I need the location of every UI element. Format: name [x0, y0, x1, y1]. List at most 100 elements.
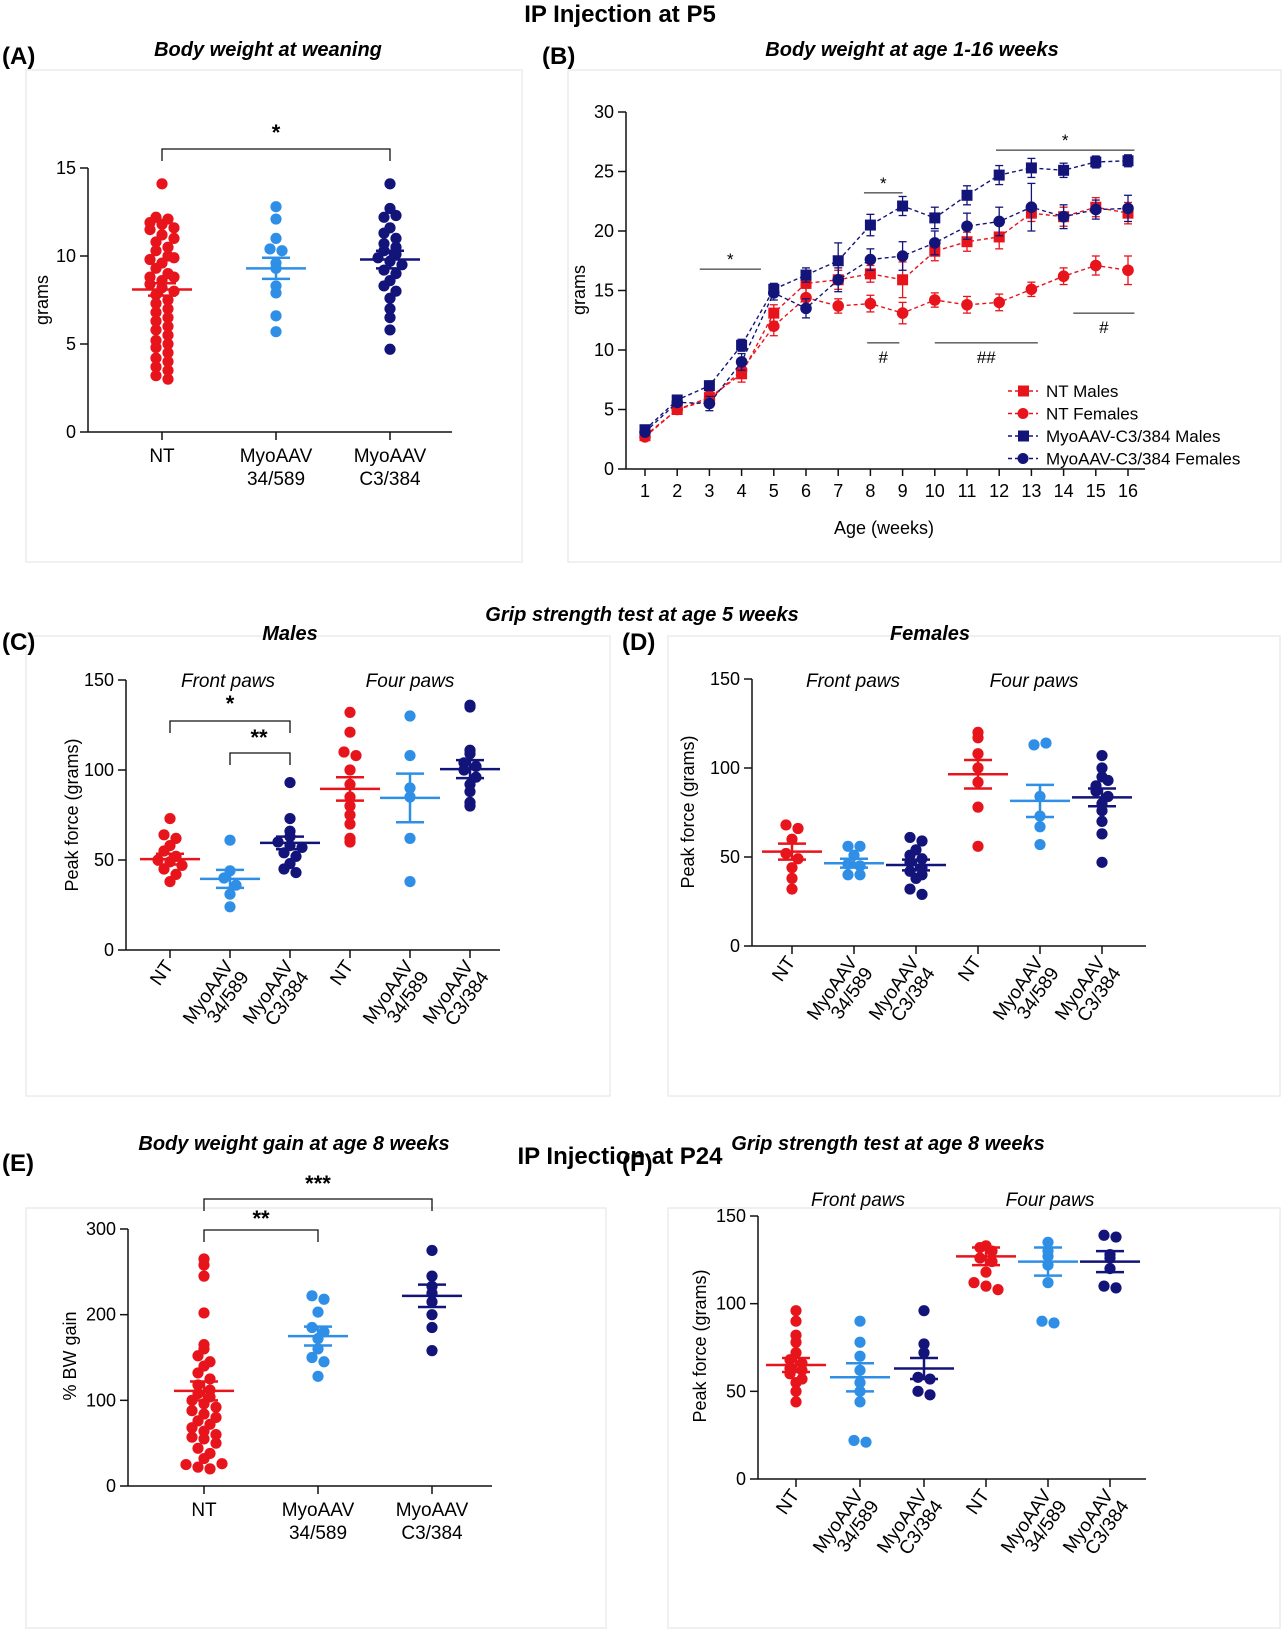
data-point — [864, 297, 877, 310]
x-tick-label: NT — [191, 1500, 217, 1521]
data-point — [210, 1437, 222, 1449]
data-point — [162, 329, 174, 341]
data-point — [916, 835, 928, 847]
data-point — [426, 1345, 438, 1357]
data-point — [306, 1351, 318, 1364]
data-point — [390, 209, 402, 222]
panel-e: (E) Body weight gain at age 8 weeks 0 100 20… — [2, 1133, 492, 1544]
significance-label: * — [226, 691, 235, 716]
panel-letter: (E) — [2, 1150, 34, 1177]
data-point — [144, 253, 156, 266]
data-point — [168, 271, 180, 283]
annotation-label: * — [880, 174, 887, 193]
x-tick-label: NT — [326, 957, 358, 990]
data-point — [284, 777, 296, 789]
data-point — [929, 294, 941, 306]
data-point — [198, 1433, 210, 1445]
data-point — [284, 813, 296, 825]
x-axis-label: Age (weeks) — [834, 518, 934, 538]
x-tick-label: 34/589 — [247, 469, 305, 490]
data-point — [896, 307, 909, 319]
legend-label: MyoAAV-C3/384 Males — [1046, 427, 1220, 446]
data-point — [1096, 815, 1108, 828]
data-point — [854, 840, 866, 852]
section-title-p24: IP Injection at P24 — [518, 1143, 724, 1170]
data-point — [1122, 202, 1134, 215]
data-point — [918, 1338, 930, 1350]
data-point — [150, 306, 162, 318]
x-tick-label: C3/384 — [359, 469, 421, 490]
x-tick-label-line: NT — [962, 1486, 994, 1519]
panel-title: Body weight at weaning — [154, 39, 382, 61]
data-point — [768, 287, 780, 299]
y-tick-label: 0 — [604, 459, 614, 479]
data-point — [910, 872, 922, 884]
x-tick-label: MyoAAV34/589 — [359, 957, 434, 1040]
data-point — [186, 1431, 198, 1443]
y-tick-label: 20 — [594, 221, 614, 241]
data-point — [980, 1280, 992, 1292]
data-point — [832, 300, 844, 312]
data-point — [384, 324, 396, 336]
y-axis-label: Peak force (grams) — [690, 1269, 710, 1422]
data-point — [864, 253, 877, 266]
data-point — [1096, 856, 1108, 868]
data-point — [1057, 270, 1070, 283]
data-point — [150, 262, 162, 274]
data-point — [150, 315, 162, 327]
data-point — [318, 1356, 330, 1368]
data-point — [162, 241, 174, 253]
data-point — [786, 872, 798, 884]
data-point — [150, 352, 162, 364]
data-point — [270, 310, 282, 322]
data-point — [993, 231, 1005, 243]
data-point — [1042, 1236, 1054, 1248]
data-point — [384, 178, 396, 190]
group-label: Four paws — [1006, 1190, 1095, 1211]
significance-label: ** — [250, 725, 268, 750]
series-line — [644, 160, 1129, 431]
data-point — [404, 876, 416, 888]
data-point — [158, 829, 170, 841]
data-point — [1090, 259, 1102, 272]
data-point — [1025, 283, 1038, 296]
x-tick-label-line: NT — [326, 957, 358, 990]
y-tick-label: 150 — [84, 670, 114, 690]
data-point — [1096, 762, 1108, 774]
data-point — [464, 748, 476, 760]
data-point — [150, 341, 162, 354]
data-point — [918, 1347, 930, 1359]
x-tick-label: NT — [768, 953, 800, 986]
data-point — [344, 800, 356, 812]
data-point — [1036, 1315, 1048, 1327]
data-point — [800, 269, 812, 281]
y-tick-label: 0 — [736, 1469, 746, 1489]
legend-marker — [1018, 430, 1029, 442]
data-point — [1028, 739, 1040, 751]
panel-letter: (B) — [542, 43, 575, 70]
data-point — [864, 268, 876, 280]
annotation-label: # — [879, 348, 889, 367]
panel-a: (A) Body weight at weaning 0 5 10 15 grams NT My… — [2, 39, 452, 490]
data-point — [270, 201, 282, 213]
y-tick-label: 0 — [106, 1476, 116, 1496]
significance-label: ** — [252, 1206, 270, 1231]
data-point — [1058, 164, 1070, 176]
data-point — [162, 364, 174, 376]
x-tick-label: NT — [149, 446, 175, 467]
legend-marker — [1018, 385, 1029, 397]
data-point — [780, 847, 792, 860]
data-point — [961, 220, 973, 233]
data-point — [270, 287, 282, 299]
data-point — [404, 710, 416, 722]
panel-title: Grip strength test at age 8 weeks — [731, 1133, 1044, 1155]
data-point — [162, 347, 174, 359]
data-point — [198, 1259, 210, 1271]
data-point — [180, 1458, 192, 1471]
legend-marker — [1017, 408, 1029, 419]
data-point — [1096, 828, 1108, 840]
data-point — [1057, 210, 1070, 223]
data-point — [264, 243, 276, 255]
data-point — [1102, 774, 1114, 787]
